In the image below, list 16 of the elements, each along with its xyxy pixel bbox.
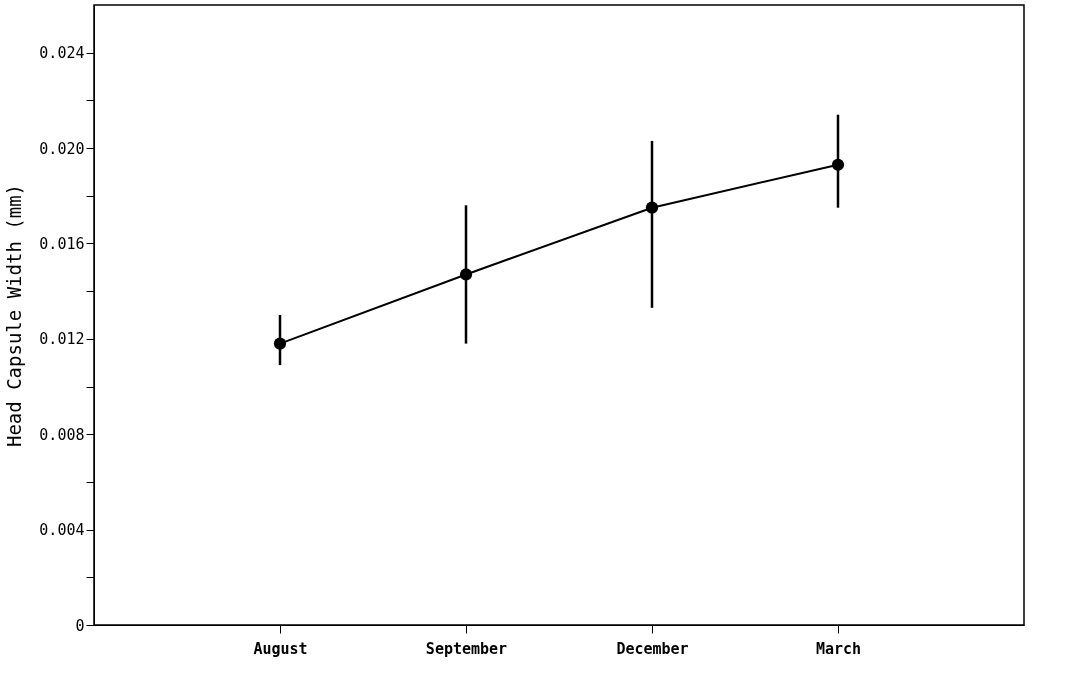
x-tick-label: August xyxy=(253,639,308,658)
y-tick-label: 0.020 xyxy=(39,139,85,158)
x-tick-label: March xyxy=(815,639,862,658)
x-tick-label: September xyxy=(425,639,508,658)
y-tick-label: 0.008 xyxy=(39,425,85,444)
y-tick-label: 0.016 xyxy=(39,234,85,253)
y-tick-label: 0.024 xyxy=(39,44,85,63)
y-tick-label: 0.012 xyxy=(39,330,85,349)
point xyxy=(831,158,845,171)
x-tick-label: December xyxy=(616,639,689,658)
y-axis-title: Head Capsule Width (mm) xyxy=(3,183,26,448)
point xyxy=(645,201,659,214)
y-tick-label: 0.004 xyxy=(39,521,85,540)
point xyxy=(459,268,473,281)
y-tick-label: 0 xyxy=(75,616,85,635)
point xyxy=(273,337,287,350)
